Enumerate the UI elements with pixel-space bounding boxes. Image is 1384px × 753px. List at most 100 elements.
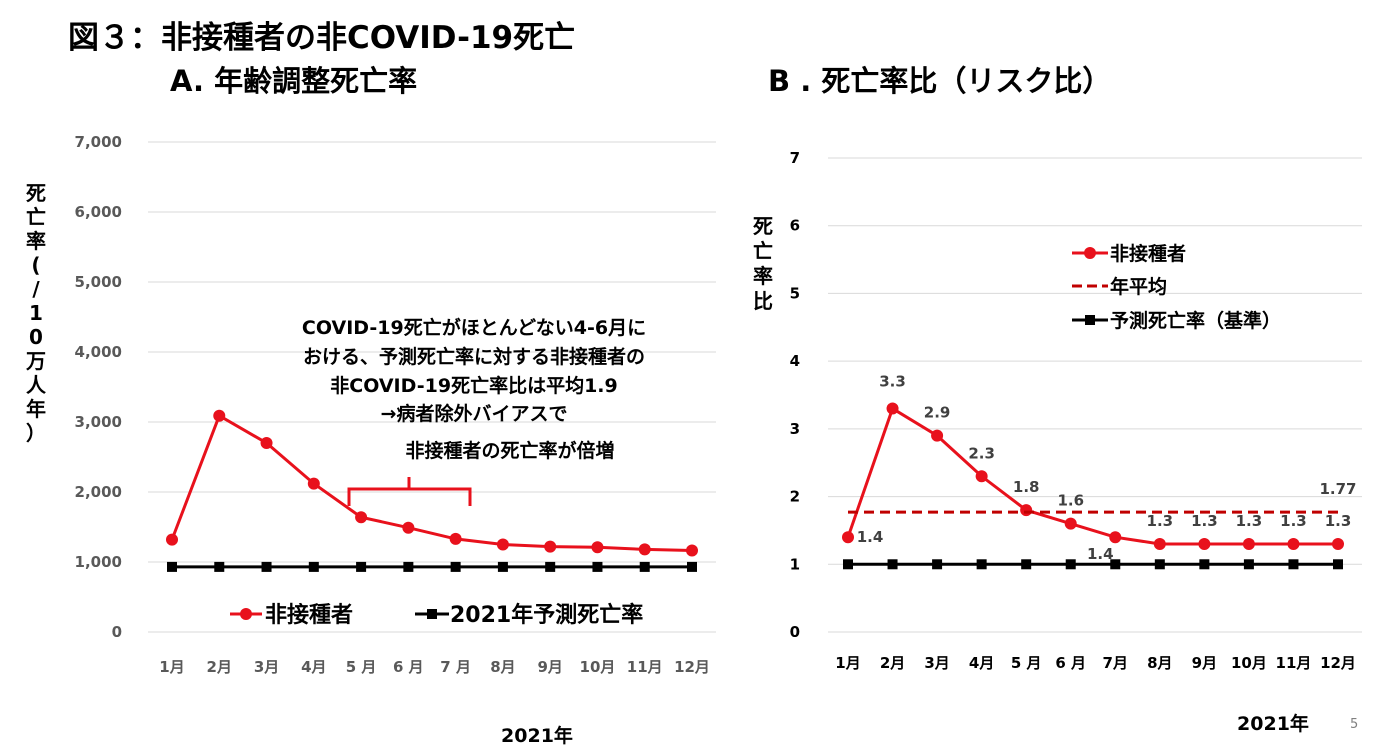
chart-b-data-label: 1.3: [1236, 512, 1263, 530]
chart-a-legend-label: 2021年予測死亡率: [450, 602, 643, 628]
chart-b-x-ticks: 1月 2月 3月 4月 5 月 6 月 7月 8月 9月 10月 11月 12月: [835, 654, 1356, 672]
chart-b-x-tick-label: 12月: [1320, 654, 1356, 672]
chart-a-legend: 非接種者 2021年予測死亡率: [230, 602, 643, 628]
chart-a-y-axis-label-char: /: [32, 277, 40, 301]
chart-b-x-tick-label: 11月: [1276, 654, 1312, 672]
chart-a-point: [260, 437, 273, 449]
chart-b-data-labels: 1.4 3.3 2.9 2.3 1.8 1.6 1.4 1.3 1.3 1.3 1.3 1.3 1.77: [857, 373, 1357, 564]
chart-a-point: [639, 561, 650, 572]
chart-b-legend-label: 年平均: [1110, 275, 1167, 298]
chart-b-y-axis-label-char: 死: [753, 214, 773, 238]
chart-a-legend-marker: [240, 608, 252, 620]
chart-b-x-tick-label: 6 月: [1055, 654, 1086, 672]
chart-b-x-tick-label: 4月: [969, 654, 994, 672]
page-number: 5: [1350, 717, 1358, 732]
chart-b-title: B . 死亡率比（リスク比）: [768, 64, 1112, 98]
chart-b-x-tick-label: 9月: [1192, 654, 1217, 672]
chart-b-baseline-point: [976, 559, 987, 570]
chart-a-annotation-line: COVID-19死亡がほとんどない4-6月に: [302, 316, 646, 339]
chart-b-average-label: 1.77: [1319, 480, 1356, 498]
chart-a-y-tick-label: 7,000: [75, 133, 122, 151]
chart-a-y-ticks: 0 1,000 2,000 3,000 4,000 5,000 6,000 7,000: [75, 133, 122, 641]
chart-a-x-tick-label: 7 月: [440, 658, 471, 676]
chart-a-y-axis-label-char: 万: [25, 349, 46, 373]
chart-b-baseline-point: [887, 559, 898, 570]
chart-a-brace-bracket: [347, 477, 472, 506]
chart-b-y-tick-label: 5: [790, 284, 800, 302]
chart-b-point: [975, 470, 988, 483]
chart-a-point: [686, 544, 698, 557]
chart-a-annotation-line: →病者除外バイアスで: [381, 402, 568, 425]
chart-b-series-line: [846, 406, 1338, 546]
chart-a-x-ticks: 1月 2月 3月 4月 5 月 6 月 7 月 8月 9月 10月 11月 12月: [159, 658, 710, 676]
chart-b-baseline-point: [1333, 559, 1343, 570]
chart-a-point: [592, 561, 603, 572]
chart-a-point: [591, 541, 604, 554]
chart-a-x-tick-label: 6 月: [393, 658, 424, 676]
chart-b-x-tick-label: 1月: [835, 654, 860, 672]
chart-a-y-tick-label: 0: [112, 623, 122, 641]
chart-a-x-tick-label: 5 月: [346, 658, 377, 676]
chart-b-y-axis-label: 死亡率比: [753, 214, 773, 313]
chart-a-point: [213, 409, 226, 422]
chart-b-y-tick-label: 0: [790, 623, 800, 641]
chart-b-point: [1242, 537, 1255, 550]
chart-b-y-tick-label: 4: [790, 352, 800, 370]
chart-b-y-axis-label-char: 率: [753, 264, 773, 288]
chart-a-series: [166, 409, 698, 572]
chart-b-data-label: 2.9: [924, 404, 951, 422]
chart-b-data-label: 1.6: [1057, 492, 1084, 510]
chart-a-y-axis-label-char: (: [31, 253, 40, 277]
chart-b-point: [1020, 504, 1033, 517]
chart-a-y-axis-label-char: 年: [26, 397, 46, 421]
chart-a-y-tick-label: 6,000: [75, 203, 122, 221]
chart-b-x-tick-label: 3月: [924, 654, 949, 672]
chart-a-annotation-line: 非COVID-19死亡率比は平均1.9: [330, 374, 617, 397]
chart-a-point: [687, 561, 697, 572]
chart-b-point: [1332, 537, 1344, 550]
main-title: 図３：非接種者の非COVID-19死亡: [68, 20, 576, 56]
chart-a-y-axis-label-char: 人: [26, 373, 47, 397]
chart-b-x-tick-label: 2月: [880, 654, 905, 672]
chart-a-x-tick-label: 8月: [490, 658, 515, 676]
chart-a-x-tick-label: 10月: [580, 658, 616, 676]
chart-a-point: [497, 561, 508, 572]
chart-b-y-tick-label: 6: [790, 217, 800, 235]
chart-b-baseline-point: [1199, 559, 1210, 570]
chart-a-point: [450, 561, 461, 572]
chart-a-x-tick-label: 9月: [537, 658, 562, 676]
chart-a-y-axis-label-char: 1: [29, 301, 43, 325]
chart-b-baseline-point: [932, 559, 943, 570]
chart-a-point: [261, 561, 272, 572]
chart-b-y-axis-label-char: 比: [753, 289, 773, 313]
chart-a-x-axis-label: 2021年: [501, 724, 573, 747]
chart-a-y-axis-label-char: 亡: [26, 205, 46, 229]
chart-b-data-label: 1.3: [1147, 512, 1174, 530]
chart-b: 0 1 2 3 4 5 6 7 1月 2月 3月 4月 5 月 6 月 7月 8月 9月 10月 11月 12月 1…: [753, 149, 1362, 735]
chart-b-point: [1287, 537, 1300, 550]
chart-b-data-label: 3.3: [879, 373, 906, 391]
chart-b-baseline-point: [1288, 559, 1299, 570]
chart-a: 0 1,000 2,000 3,000 4,000 5,000 6,000 7,000 1月 2…: [25, 133, 716, 747]
chart-b-baseline-point: [843, 559, 853, 570]
chart-b-point: [886, 402, 899, 415]
chart-a-y-axis-label-char: 死: [26, 181, 46, 205]
chart-a-point: [496, 538, 509, 551]
chart-a-x-tick-label: 11月: [627, 658, 663, 676]
chart-b-data-label: 1.3: [1325, 512, 1352, 530]
chart-b-data-label: 1.4: [857, 528, 884, 546]
chart-b-data-label: 1.3: [1191, 512, 1218, 530]
chart-b-series: [842, 402, 1344, 570]
chart-a-point: [214, 561, 225, 572]
chart-a-point: [403, 561, 414, 572]
chart-b-point: [1198, 537, 1211, 550]
chart-b-legend-marker: [1084, 247, 1096, 259]
chart-b-y-axis-label-char: 亡: [753, 239, 773, 263]
chart-a-point: [355, 511, 368, 524]
chart-b-y-tick-label: 1: [790, 555, 800, 573]
chart-a-point: [545, 561, 556, 572]
chart-a-y-axis-label-char: 率: [26, 229, 46, 253]
